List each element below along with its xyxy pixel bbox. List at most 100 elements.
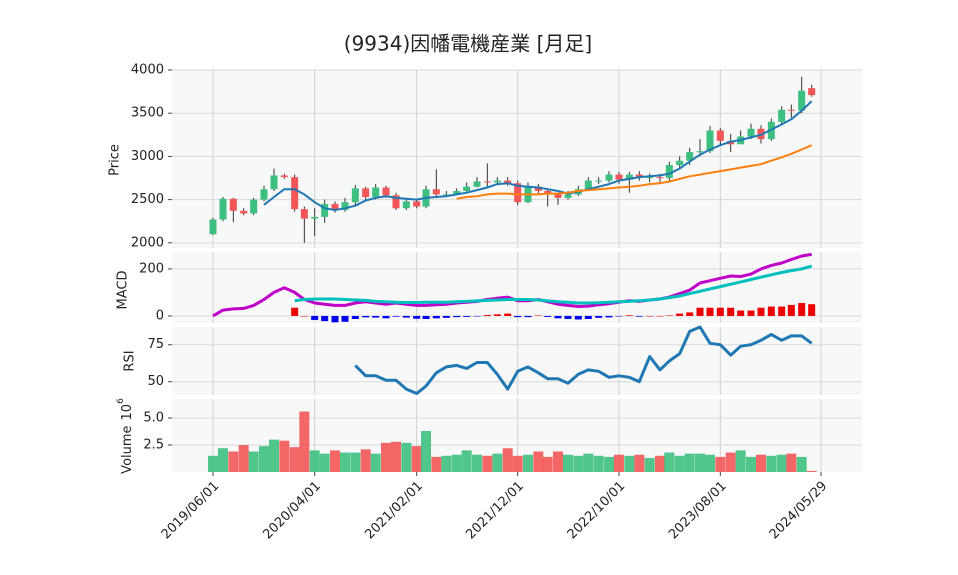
candle-body [280,175,288,178]
macd-histogram-bar [544,315,552,317]
candle-body [473,181,481,187]
volume-bar [350,452,361,472]
macd-histogram-bar [737,310,745,316]
macd-histogram-bar [808,304,816,316]
macd-histogram-bar [605,315,613,318]
volume-bar [624,455,635,472]
candle-body [321,203,329,217]
moving-average-line [263,100,813,211]
volume-bar [299,411,310,472]
volume-bar [431,456,442,472]
volume-bar [806,470,817,472]
candle-body [706,130,714,152]
macd-histogram-bar [382,315,390,319]
moving-average-line [456,144,813,200]
macd-histogram-bar [311,315,319,320]
macd-histogram-bar [351,315,359,320]
candle-body [351,188,359,203]
volume-bar [674,455,685,472]
y-tick-label: 2500 [131,192,164,207]
panel-background [172,70,862,248]
volume-bar [472,454,482,472]
volume-bar [523,454,533,472]
candle-body [392,195,400,209]
volume-axis-label: Volume 106 [116,398,135,474]
x-tick-label: 2020/04/01 [260,479,324,543]
volume-bar [451,454,462,472]
macd-histogram-bar [392,315,400,317]
volume-bar [340,452,350,472]
volume-bar [705,454,715,472]
candle-body [300,209,308,219]
macd-histogram-bar [331,315,339,323]
macd-histogram-bar [646,315,654,317]
volume-scale: 10 [120,404,135,421]
volume-bar [725,452,736,472]
volume-bar [269,439,279,472]
candle-body [686,152,694,161]
macd-histogram-bar [341,315,349,322]
candle-body [635,174,643,178]
macd-histogram-bar [625,315,633,316]
volume-bar [715,456,726,472]
x-tick-label: 2024/05/29 [767,479,831,543]
y-tick-label: 4000 [131,63,164,78]
rsi-axis-label: RSI [123,350,138,371]
y-tick-label: 2.5 [143,438,164,453]
candle-body [209,219,217,235]
candle-body [240,210,248,214]
macd-histogram-bar [453,315,461,318]
macd-histogram-bar [747,310,755,316]
volume-bar [381,442,391,472]
volume-bar [583,453,594,472]
volume-bar [259,446,269,472]
candle-body [229,198,237,211]
candle-body [311,216,319,219]
candle-body [514,183,522,203]
candle-body [442,194,450,196]
volume-bar [482,455,493,472]
volume-bar [533,451,544,472]
candle-body [808,88,816,96]
macd-histogram-bar [372,315,380,318]
macd-histogram-bar [767,306,775,316]
candle-body [615,174,623,180]
candle-body [483,181,491,183]
volume-bar [796,456,807,472]
volume-bar [309,450,320,472]
candle-body [778,109,786,122]
volume-bar [553,451,563,472]
candle-body [372,187,380,198]
candle-body [493,180,501,183]
volume-bar [664,452,675,472]
macd-histogram-bar [716,307,724,316]
volume-bar [512,455,523,472]
candle-body [270,175,278,190]
macd-histogram-bar [432,315,440,319]
candle-body [341,202,349,210]
candle-body [402,201,410,209]
panel-background [172,327,862,395]
volume-bar [563,454,573,472]
volume-bar [411,446,422,472]
volume-bar [695,453,705,472]
y-tick-label: 3000 [131,149,164,164]
candle-body [656,177,664,179]
y-tick-label: 5.0 [143,411,164,426]
macd-histogram-bar [554,315,562,319]
candle-body [716,130,724,141]
macd-histogram-bar [321,315,329,322]
volume-bar [573,455,584,472]
candle-body [453,190,461,195]
candle-body [554,194,562,198]
x-tick-label: 2021/02/01 [362,479,426,543]
volume-bar [593,455,604,472]
candle-body [504,180,512,184]
macd-histogram-bar [362,315,370,318]
x-tick-label: 2023/08/01 [666,479,730,543]
macd-histogram-bar [514,315,522,318]
candle-body [747,128,755,137]
volume-bar [542,456,553,472]
candle-body [382,187,390,196]
